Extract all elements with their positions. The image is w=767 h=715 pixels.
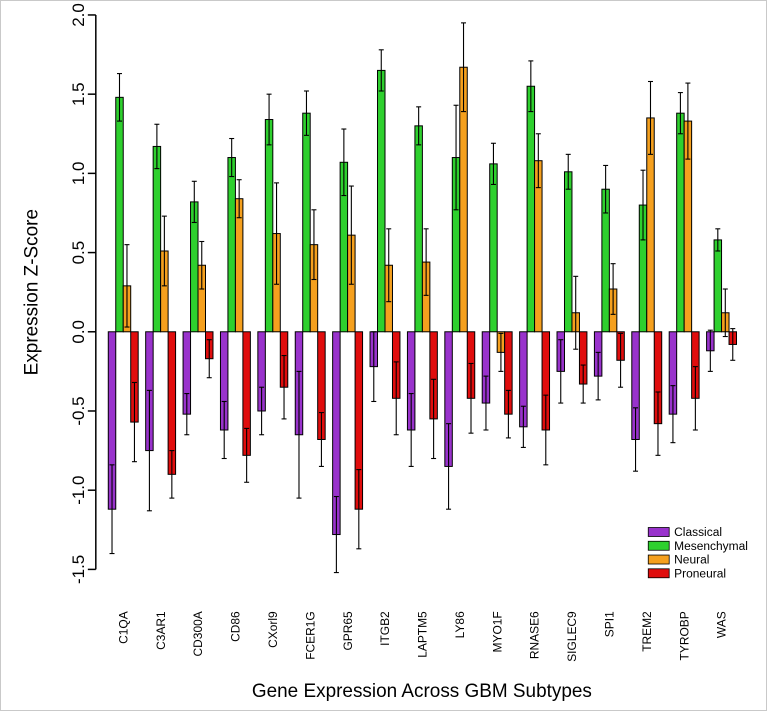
x-tick-label: MYO1F	[490, 611, 504, 652]
bar	[227, 157, 236, 333]
x-tick-label: LAPTM5	[416, 611, 430, 658]
x-tick-label: CD300A	[191, 611, 205, 656]
y-tick-label: 0.0	[69, 320, 88, 344]
x-tick-label: CD86	[229, 611, 243, 642]
bar	[264, 119, 274, 333]
x-axis-title: Gene Expression Across GBM Subtypes	[252, 681, 592, 702]
y-tick-label: -1.0	[69, 476, 88, 505]
x-tick-label: C1QA	[116, 611, 130, 644]
y-axis: 2.0 1.5 1.0 0.5 0.0 -0.5 -1.0 -1.5	[69, 3, 97, 584]
legend-swatch	[647, 540, 670, 551]
x-tick-label: FCER1G	[303, 611, 317, 659]
y-tick-label: 1.0	[69, 162, 88, 186]
legend-label: Proneural	[674, 566, 726, 580]
legend-label: Classical	[674, 525, 722, 539]
bar	[414, 125, 423, 333]
bar	[152, 145, 162, 333]
x-tick-label: TYROBP	[677, 611, 691, 660]
bar	[526, 85, 536, 333]
x-tick-label: SIGLEC9	[565, 611, 579, 662]
x-tick-label: C3AR1	[154, 611, 168, 650]
x-axis-labels: C1QA C3AR1 CD300A CD86 CXorl9 FCER1G GPR65 ITGB…	[116, 611, 728, 662]
y-tick-label: 2.0	[69, 3, 88, 27]
y-tick-label: -1.5	[69, 555, 88, 584]
x-tick-label: WAS	[715, 611, 729, 638]
bar	[713, 239, 723, 333]
x-tick-label: RNASE6	[528, 611, 542, 659]
legend-swatch	[647, 568, 670, 579]
legend-swatch	[647, 554, 670, 565]
x-tick-label: SPI1	[603, 611, 617, 637]
y-tick-label: 0.5	[69, 241, 88, 265]
bar	[234, 198, 244, 333]
bar	[302, 112, 311, 333]
x-tick-label: CXorl9	[266, 611, 280, 648]
bar	[676, 112, 685, 333]
legend-swatch	[647, 527, 670, 537]
y-axis-title: Expression Z-Score	[22, 209, 43, 375]
bar	[563, 171, 573, 333]
x-tick-label: TREM2	[640, 611, 654, 652]
legend-label: Neural	[674, 553, 709, 567]
x-tick-label: GPR65	[341, 611, 355, 651]
bar	[489, 163, 498, 333]
bars-group	[107, 22, 738, 574]
x-tick-label: LY86	[453, 611, 467, 638]
x-tick-label: ITGB2	[378, 611, 392, 646]
y-tick-label: 1.5	[69, 82, 88, 106]
bar	[377, 69, 386, 333]
bar	[115, 96, 124, 333]
legend-label: Mesenchymal	[674, 539, 748, 553]
y-tick-label: -0.5	[69, 396, 88, 425]
